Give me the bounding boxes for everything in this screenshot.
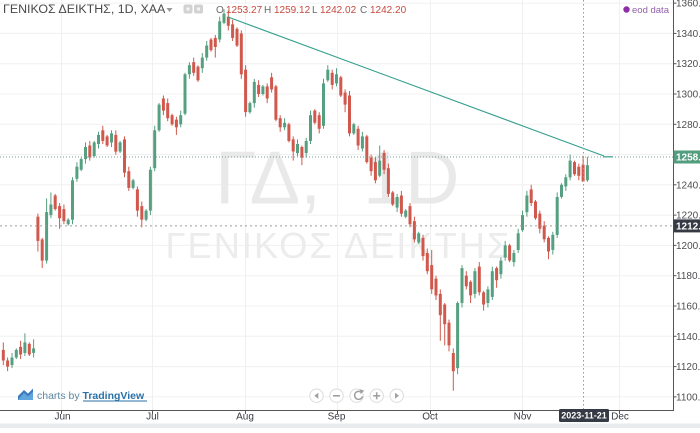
svg-text:1320.0: 1320.0	[676, 59, 700, 70]
svg-text:O: O	[216, 5, 224, 16]
svg-text:1259.12: 1259.12	[274, 5, 311, 16]
svg-text:Aug: Aug	[236, 412, 254, 423]
svg-text:1200.0: 1200.0	[676, 241, 700, 252]
svg-text:ΓΕΝΙΚΟΣ ΔΕΙΚΤΗΣ, 1D, XAA: ΓΕΝΙΚΟΣ ΔΕΙΚΤΗΣ, 1D, XAA	[3, 2, 166, 16]
svg-text:1300.0: 1300.0	[676, 90, 700, 101]
svg-text:eod data: eod data	[632, 5, 670, 16]
svg-text:1340.0: 1340.0	[676, 29, 700, 40]
svg-text:Sep: Sep	[328, 412, 346, 423]
svg-text:C: C	[360, 5, 367, 16]
svg-text:Dec: Dec	[611, 412, 629, 423]
svg-text:Oct: Oct	[422, 412, 438, 423]
svg-text:TradingView: TradingView	[83, 390, 145, 402]
svg-text:1242.02: 1242.02	[320, 5, 357, 16]
svg-text:1360.0: 1360.0	[676, 0, 700, 10]
svg-text:1160.0: 1160.0	[676, 302, 700, 313]
svg-text:1180.0: 1180.0	[676, 271, 700, 282]
svg-text:1100.0: 1100.0	[676, 392, 700, 403]
svg-text:1258.43: 1258.43	[676, 153, 700, 164]
svg-text:Jun: Jun	[54, 412, 70, 423]
svg-text:Jul: Jul	[146, 412, 159, 423]
svg-text:charts by: charts by	[37, 390, 80, 402]
svg-text:1253.27: 1253.27	[226, 5, 263, 16]
svg-text:1280.0: 1280.0	[676, 120, 700, 131]
svg-text:1140.0: 1140.0	[676, 332, 700, 343]
svg-text:Nov: Nov	[514, 412, 532, 423]
svg-text:2023-11-21: 2023-11-21	[561, 411, 607, 421]
svg-text:1212.92: 1212.92	[676, 222, 700, 233]
svg-text:L: L	[312, 5, 318, 16]
svg-text:1242.20: 1242.20	[370, 5, 407, 16]
svg-text:1240.0: 1240.0	[676, 180, 700, 191]
svg-text:H: H	[264, 5, 271, 16]
svg-text:ΓΕΝΙΚΟΣ ΔΕΙΚΤΗΣ: ΓΕΝΙΚΟΣ ΔΕΙΚΤΗΣ	[166, 225, 512, 266]
svg-text:1120.0: 1120.0	[676, 362, 700, 373]
